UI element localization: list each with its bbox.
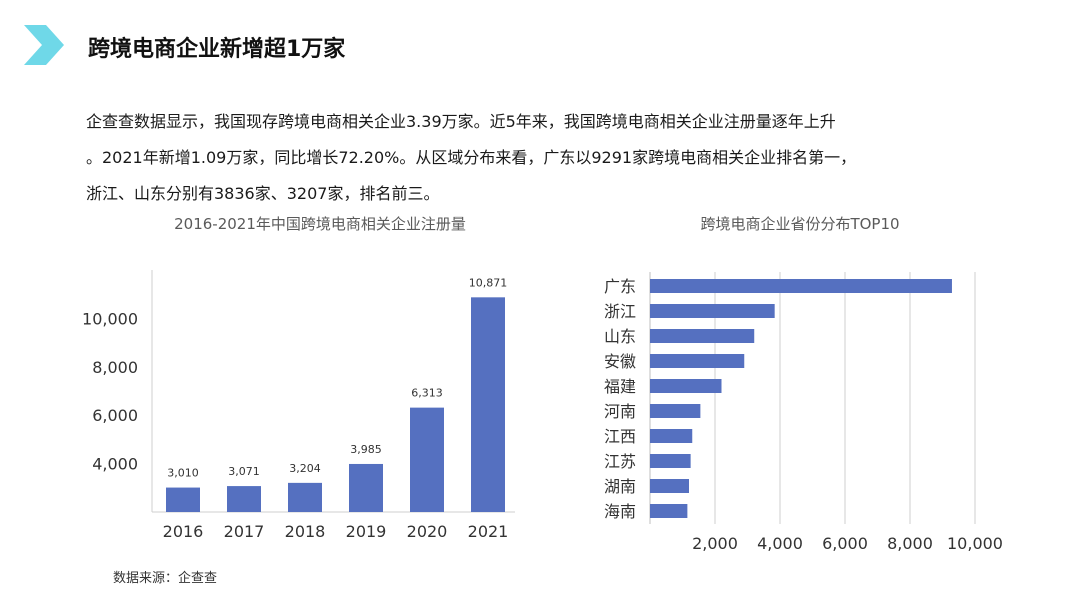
bar [166,487,200,512]
y-category-label: 安徽 [604,352,636,371]
chevron-right-icon [24,25,64,65]
chart-title-registrations: 2016-2021年中国跨境电商相关企业注册量 [174,215,466,233]
y-category-label: 浙江 [604,302,636,321]
bar-data-label: 10,871 [469,276,508,289]
bar [410,407,444,512]
x-tick-label: 2018 [285,522,326,541]
bar [288,482,322,512]
x-tick-label: 2021 [468,522,509,541]
x-tick-label: 6,000 [822,534,868,553]
y-category-label: 江西 [604,427,636,446]
y-tick-label: 6,000 [92,406,138,425]
x-tick-label: 2,000 [692,534,738,553]
y-category-label: 江苏 [604,452,636,471]
y-category-label: 福建 [604,377,636,396]
bar [650,454,691,468]
x-tick-label: 2020 [407,522,448,541]
x-tick-label: 2017 [224,522,265,541]
bar [650,429,693,443]
source-note: 数据来源：企查查 [113,571,218,586]
bar [650,329,755,343]
bar [650,304,775,318]
bar-data-label: 6,313 [411,387,443,400]
body-line: 浙江、山东分别有3836家、3207家，排名前三。 [86,184,440,203]
bar-data-label: 3,204 [289,462,321,475]
bar-data-label: 3,985 [350,443,382,456]
bar [650,479,689,493]
body-line: 企查查数据显示，我国现存跨境电商相关企业3.39万家。近5年来，我国跨境电商相关… [86,112,836,131]
bar [650,354,745,368]
body-text: 企查查数据显示，我国现存跨境电商相关企业3.39万家。近5年来，我国跨境电商相关… [86,104,1026,212]
y-category-label: 湖南 [604,477,636,496]
bar [349,463,383,512]
chart-title-provinces: 跨境电商企业省份分布TOP10 [700,215,900,233]
x-tick-label: 4,000 [757,534,803,553]
body-line: 。2021年新增1.09万家，同比增长72.20%。从区域分布来看，广东以929… [86,148,857,167]
bar [471,297,505,512]
x-tick-label: 10,000 [947,534,1003,553]
y-category-label: 海南 [604,502,636,521]
y-tick-label: 10,000 [82,309,138,328]
bar-data-label: 3,071 [228,465,260,478]
bar [650,504,688,518]
x-tick-label: 2019 [346,522,387,541]
bar [227,486,261,512]
page-title: 跨境电商企业新增超1万家 [88,37,346,62]
bar [650,379,722,393]
y-category-label: 广东 [604,277,636,296]
bar [650,404,701,418]
bar-data-label: 3,010 [167,467,199,480]
y-tick-label: 8,000 [92,358,138,377]
y-tick-label: 4,000 [92,455,138,474]
x-tick-label: 2016 [163,522,204,541]
y-category-label: 山东 [604,327,636,346]
x-tick-label: 8,000 [887,534,933,553]
bar [650,279,952,293]
registrations-bar-chart: 4,000 6,000 8,000 10,000 3,010 2016 3,071 2017 3… [82,270,515,541]
y-category-label: 河南 [604,402,636,421]
